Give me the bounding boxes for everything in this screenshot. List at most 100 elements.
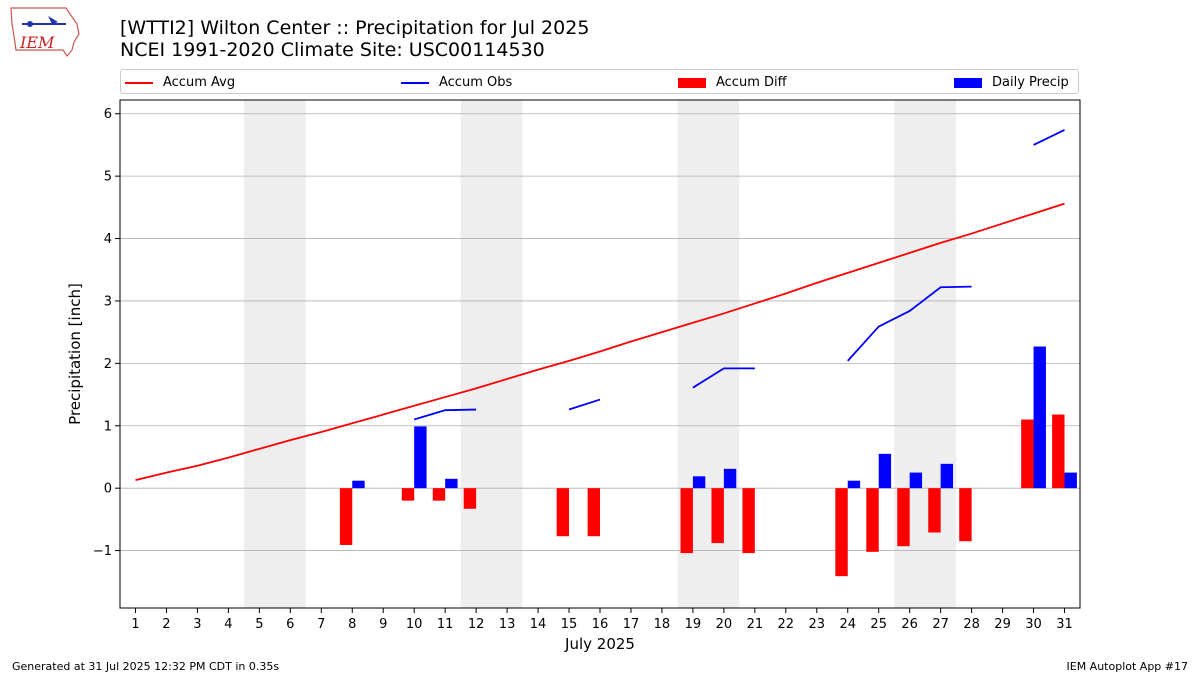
legend-item-accum-obs: Accum Obs <box>401 70 512 95</box>
legend-swatch-accum-avg <box>125 81 153 84</box>
x-tick-label: 29 <box>994 617 1011 632</box>
legend-swatch-accum-diff <box>678 77 706 88</box>
weekend-shade-1 <box>243 100 306 608</box>
y-tick-label: 3 <box>104 294 112 309</box>
x-tick-label: 31 <box>1056 617 1073 632</box>
bar-daily-precip <box>940 463 954 489</box>
bar-accum-diff <box>432 488 446 501</box>
weather-dot-icon <box>27 21 33 27</box>
legend-swatch-daily-precip <box>954 77 982 88</box>
bar-accum-diff <box>928 488 941 533</box>
x-tick-label: 4 <box>224 617 232 632</box>
x-tick-label: 19 <box>685 617 702 632</box>
x-tick-label: 28 <box>963 617 980 632</box>
bar-daily-precip <box>1033 346 1046 489</box>
bar-accum-diff <box>1052 414 1065 489</box>
legend-swatch-accum-obs <box>401 81 429 84</box>
legend-item-accum-diff: Accum Diff <box>678 70 787 95</box>
x-tick-label: 14 <box>530 617 547 632</box>
bar-accum-diff <box>897 488 910 547</box>
line-accum-obs-segment <box>847 285 972 362</box>
x-tick-label: 6 <box>286 617 294 632</box>
bar-daily-precip <box>847 480 861 489</box>
x-tick-label: 3 <box>193 617 201 632</box>
weekend-shade-2 <box>460 100 523 608</box>
chart-title: [WTTI2] Wilton Center :: Precipitation f… <box>120 17 590 39</box>
bar-accum-diff <box>1021 419 1034 489</box>
chart-subtitle: NCEI 1991-2020 Climate Site: USC00114530 <box>120 39 545 61</box>
x-tick-label: 20 <box>716 617 733 632</box>
x-tick-label: 7 <box>317 617 325 632</box>
iem-logo: IEM <box>10 7 80 58</box>
bar-accum-diff <box>587 488 600 537</box>
bar-daily-precip <box>909 472 923 489</box>
line-accum-obs-segment <box>692 367 755 389</box>
line-accum-obs-segment <box>413 408 477 421</box>
x-tick-label: 27 <box>932 617 949 632</box>
x-tick-label: 12 <box>468 617 485 632</box>
y-tick-label: 5 <box>104 170 112 185</box>
bar-accum-diff <box>463 488 477 509</box>
x-tick-label: 2 <box>162 617 170 632</box>
line-accum-avg <box>135 202 1065 481</box>
legend-label-accum-obs: Accum Obs <box>439 75 513 90</box>
line-accum-obs-segment <box>1033 129 1065 146</box>
weekend-shade-3 <box>677 100 740 608</box>
wind-vane-icon <box>48 16 58 24</box>
x-tick-label: 9 <box>379 617 387 632</box>
logo-text: IEM <box>19 33 55 52</box>
legend: Accum Avg Accum Obs Accum Diff Daily Pre… <box>120 69 1079 94</box>
x-tick-label: 15 <box>561 617 578 632</box>
bar-daily-precip <box>878 453 892 489</box>
bar-accum-diff <box>711 488 724 544</box>
legend-label-accum-avg: Accum Avg <box>163 75 236 90</box>
weekend-shade-4 <box>894 100 957 608</box>
x-tick-label: 10 <box>406 617 423 632</box>
bar-accum-diff <box>835 488 848 577</box>
y-tick-label: 6 <box>104 107 112 122</box>
legend-label-accum-diff: Accum Diff <box>716 75 787 90</box>
x-tick-label: 5 <box>255 617 263 632</box>
x-tick-label: 8 <box>348 617 356 632</box>
y-tick-label: 1 <box>104 419 112 434</box>
bar-daily-precip <box>414 426 427 489</box>
footer-generated-note: Generated at 31 Jul 2025 12:32 PM CDT in… <box>12 660 280 673</box>
bar-accum-diff <box>742 488 755 554</box>
y-tick-label: 4 <box>104 232 112 247</box>
footer-app-note: IEM Autoplot App #17 <box>1066 660 1189 673</box>
iowa-outline-shape <box>10 7 80 58</box>
x-tick-label: 11 <box>437 617 454 632</box>
bar-accum-diff <box>680 488 693 554</box>
y-tick-label: 0 <box>104 482 112 497</box>
bar-daily-precip <box>1064 472 1077 489</box>
weekend-shading-layer <box>243 100 957 608</box>
bar-accum-diff <box>866 488 879 552</box>
y-tick-label: 2 <box>104 357 112 372</box>
bar-accum-diff <box>401 488 415 501</box>
legend-label-daily-precip: Daily Precip <box>992 75 1069 90</box>
x-tick-label: 30 <box>1025 617 1042 632</box>
bar-accum-diff <box>556 488 570 537</box>
line-accum-obs-segment <box>568 398 601 411</box>
x-tick-label: 1 <box>131 617 139 632</box>
x-tick-label: 23 <box>809 617 826 632</box>
x-axis-label: July 2025 <box>564 635 635 653</box>
bar-accum-diff <box>339 488 353 545</box>
plot-frame <box>119 99 1081 609</box>
x-tick-label: 26 <box>901 617 918 632</box>
x-tick-label: 22 <box>778 617 795 632</box>
x-tick-label: 21 <box>747 617 764 632</box>
y-tick-label: −1 <box>93 544 112 559</box>
x-tick-label: 24 <box>839 617 856 632</box>
x-tick-label: 16 <box>592 617 609 632</box>
bar-daily-precip <box>352 480 365 489</box>
bar-daily-precip <box>445 478 458 489</box>
bar-accum-diff <box>959 488 972 542</box>
bars-layer <box>339 346 1077 577</box>
y-axis-label: Precipitation [inch] <box>66 283 84 425</box>
x-tick-label: 25 <box>870 617 887 632</box>
bar-daily-precip <box>723 468 737 489</box>
legend-item-accum-avg: Accum Avg <box>125 70 235 95</box>
